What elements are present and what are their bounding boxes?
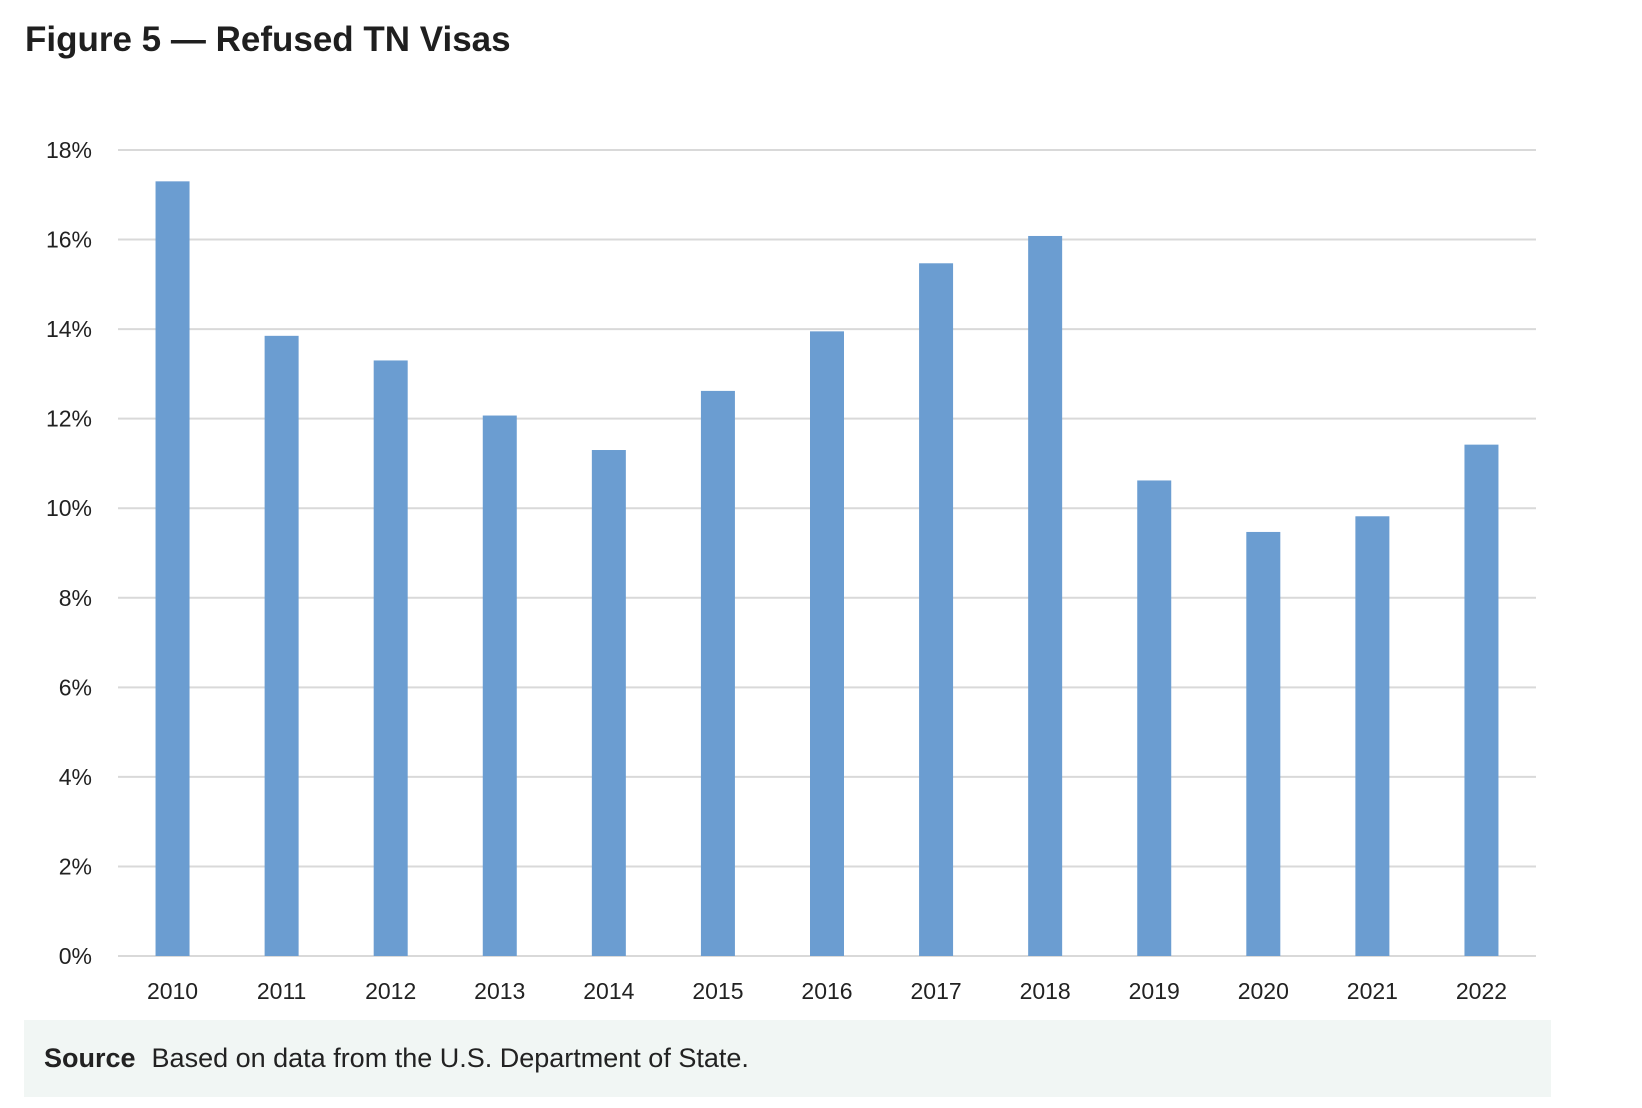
y-axis-tick-labels: 0% 2% 4% 6% 8% 10% 12% 14% 16% 18% [46,137,92,969]
y-tick-label: 12% [46,406,92,432]
x-tick-label: 2010 [147,978,198,1004]
bar-2016 [810,331,844,957]
y-tick-label: 16% [46,227,92,253]
y-tick-label: 4% [59,764,92,790]
y-tick-label: 0% [59,943,92,969]
bar-2018 [1028,235,1063,956]
bar-2012 [373,360,408,956]
source-label: Source [44,1043,136,1073]
bar-2019 [1137,480,1172,956]
x-tick-label: 2019 [1129,978,1180,1004]
bar-2014 [591,450,626,956]
bar-2013 [482,415,517,956]
bar-2015 [700,390,735,957]
source-note: Source Based on data from the U.S. Depar… [24,1020,1551,1097]
bar-2011 [264,335,299,957]
bar-2022 [1464,444,1499,956]
bar-2017 [919,263,954,956]
bar-chart: 0%2%4%6%8%10%12%14%16%18% 2010 2011 2012 20… [46,137,1536,1004]
y-tick-label: 14% [46,316,92,342]
x-tick-label: 2020 [1238,978,1289,1004]
y-tick-label: 6% [59,674,92,700]
x-axis-tick-labels: 2010 2011 2012 2013 2014 2015 2016 2017 2018 2019… [147,978,1507,1004]
x-tick-label: 2022 [1456,978,1507,1004]
bar-2021 [1355,516,1390,956]
y-tick-label: 8% [59,585,92,611]
x-tick-label: 2012 [365,978,416,1004]
x-tick-label: 2015 [692,978,743,1004]
y-tick-label: 10% [46,495,92,521]
x-tick-label: 2014 [583,978,634,1004]
x-tick-label: 2018 [1020,978,1071,1004]
x-tick-label: 2016 [801,978,852,1004]
bar-2020 [1246,531,1281,956]
y-tick-label: 2% [59,853,92,879]
y-tick-label: 18% [46,137,92,163]
x-tick-label: 2013 [474,978,525,1004]
bars [155,181,1499,957]
source-text: Based on data from the U.S. Department o… [151,1043,749,1073]
figure-title: Figure 5 — Refused TN Visas [25,20,511,59]
x-tick-label: 2021 [1347,978,1398,1004]
x-tick-label: 2017 [910,978,961,1004]
bar-2010 [155,181,190,956]
x-tick-label: 2011 [257,978,306,1004]
